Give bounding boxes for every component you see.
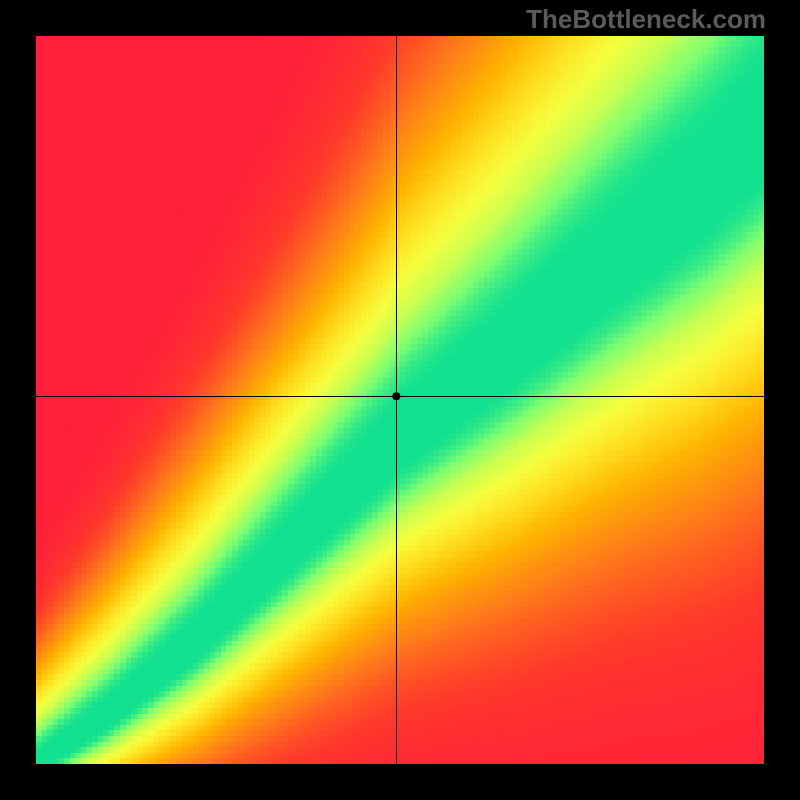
bottleneck-heatmap bbox=[0, 0, 800, 800]
watermark-text: TheBottleneck.com bbox=[526, 4, 766, 35]
chart-container: { "canvas": { "width": 800, "height": 80… bbox=[0, 0, 800, 800]
